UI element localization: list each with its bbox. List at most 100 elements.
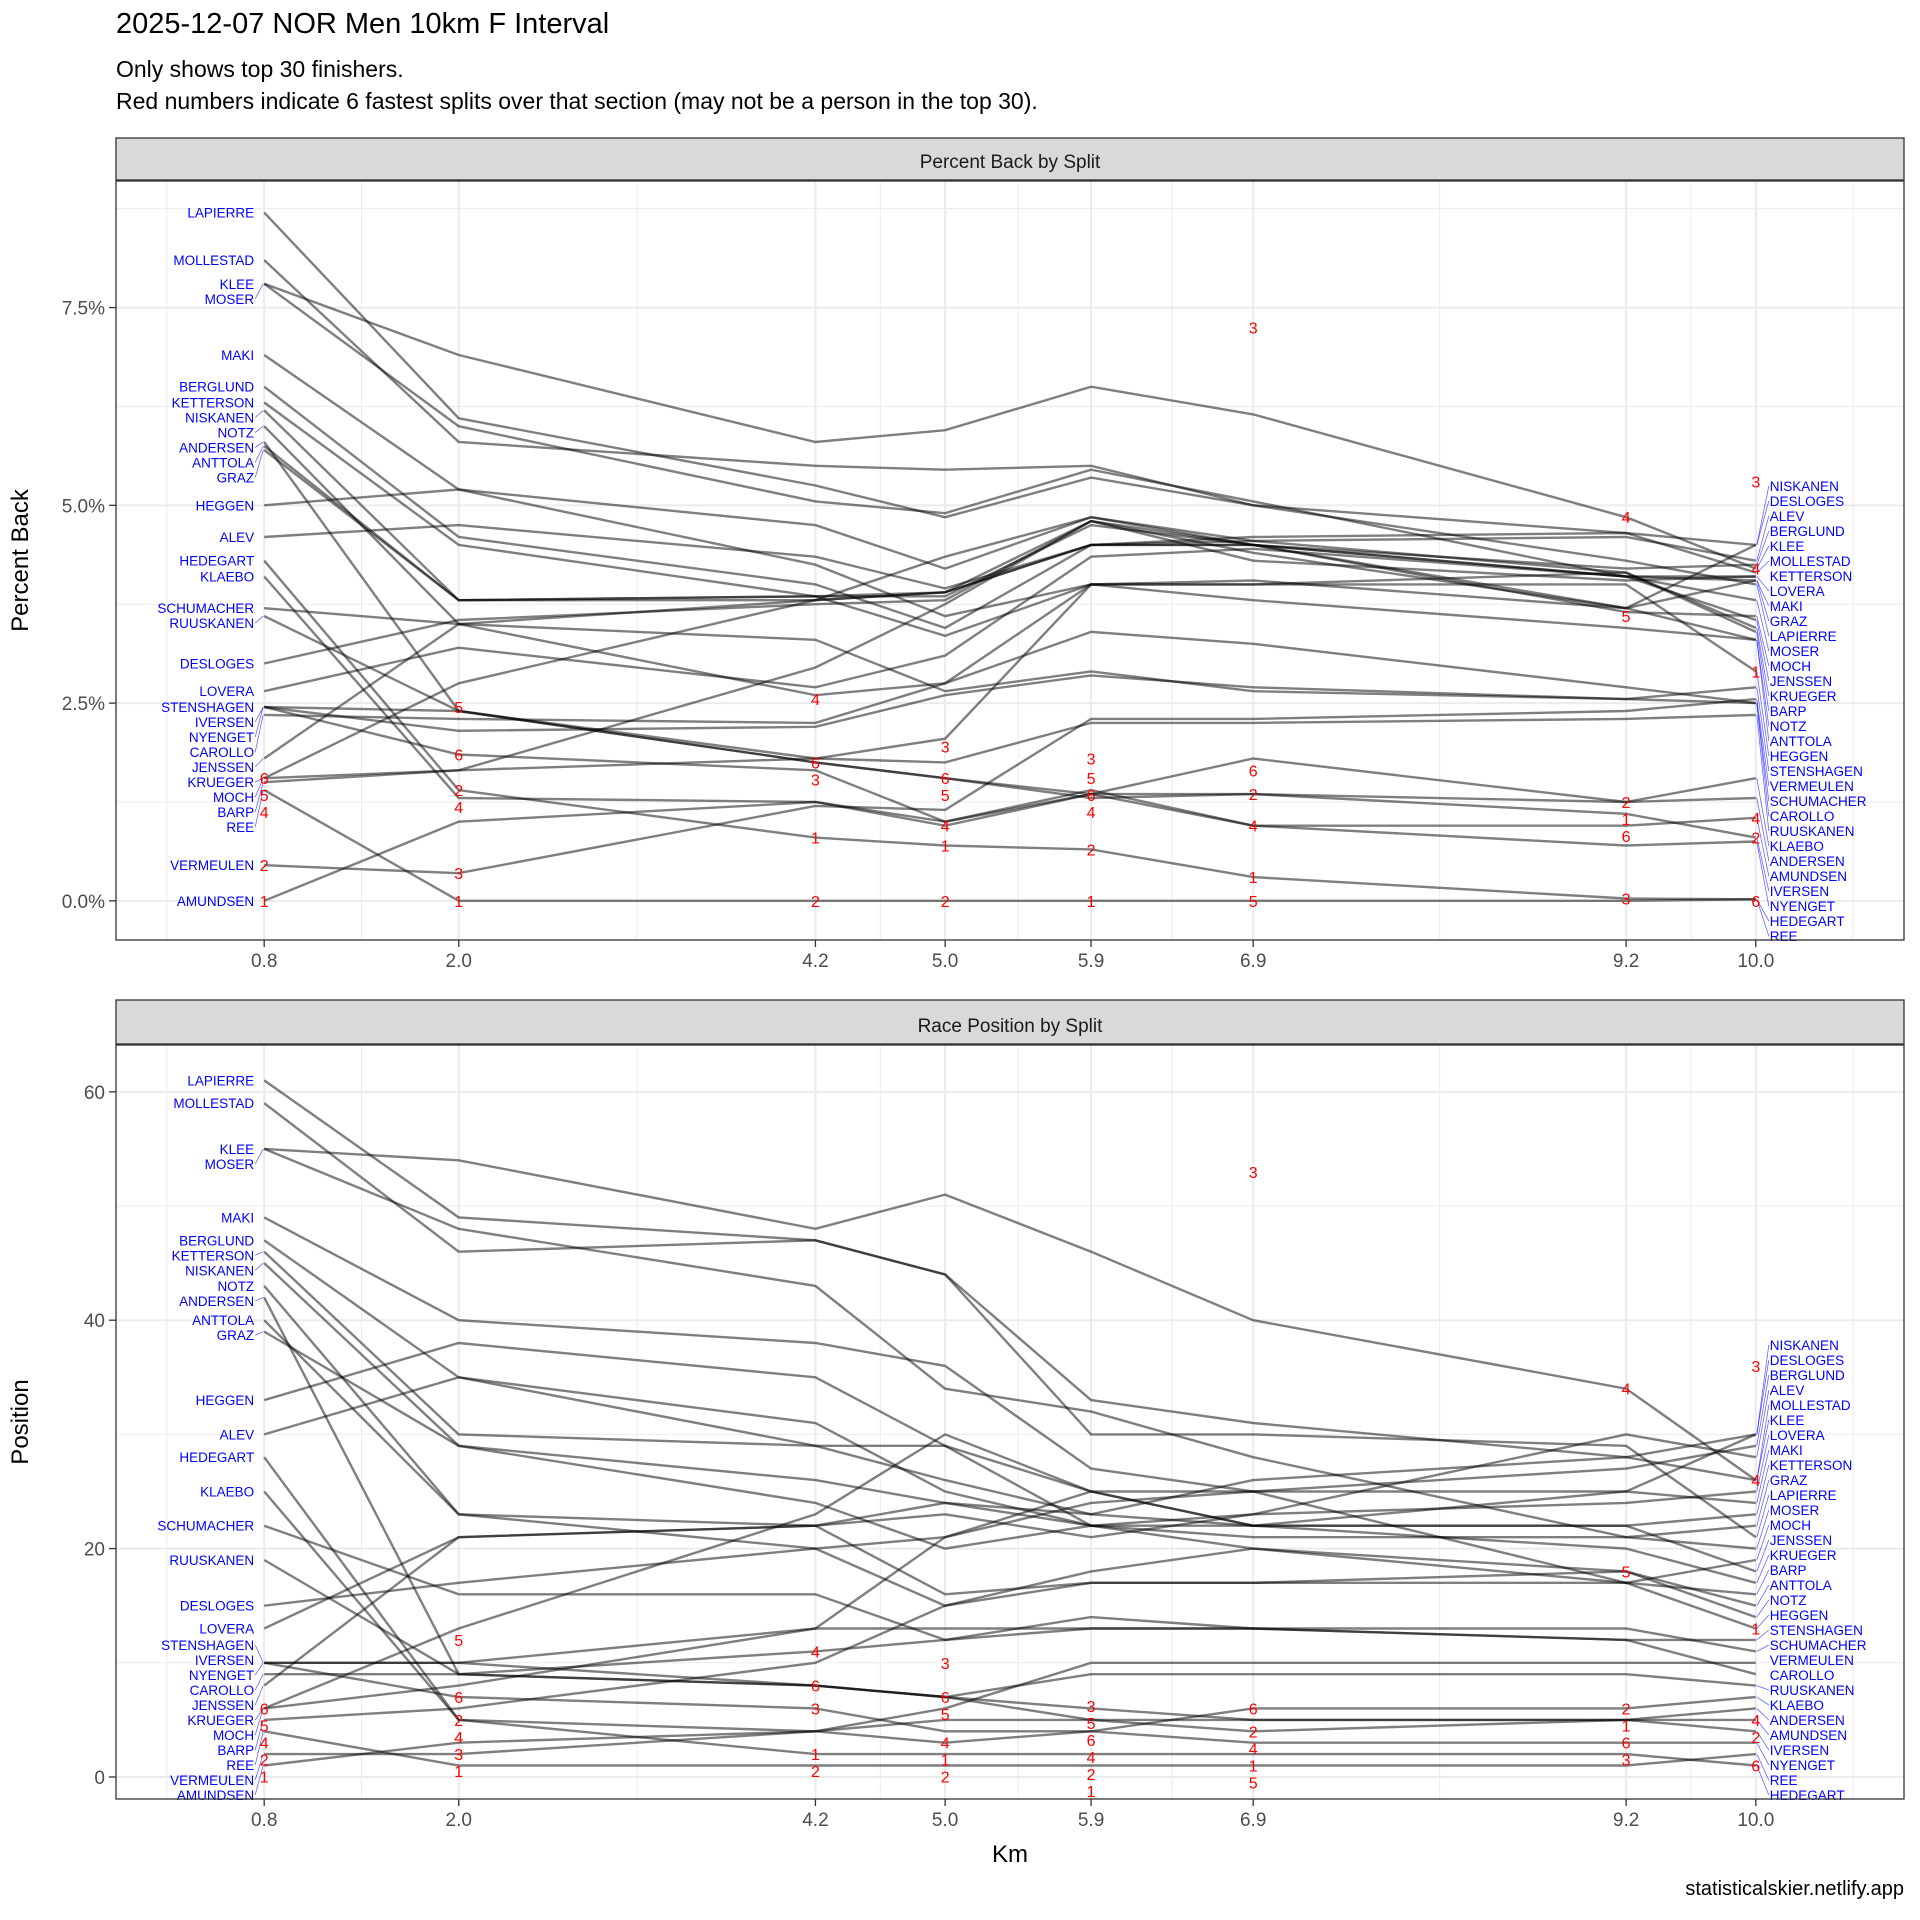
- panel-2-line-hedegart: [263, 1456, 1756, 1767]
- panel-2-end-label-leader: [1756, 1742, 1770, 1766]
- panel-2-end-label: HEGGEN: [1770, 1608, 1829, 1623]
- panel-2-end-label-leader: [1756, 1404, 1770, 1481]
- panel-2-split-rank-label: 3: [1622, 1752, 1631, 1769]
- panel-1-start-label: BARP: [217, 805, 254, 820]
- panel-1-split-rank-label: 4: [1087, 805, 1096, 822]
- panel-2-end-label-leader: [1756, 1524, 1770, 1561]
- panel-1-split-rank-label: 4: [454, 800, 463, 817]
- panel-2-start-label: ALEV: [220, 1427, 255, 1442]
- panel-1-end-label: ANDERSEN: [1770, 854, 1845, 869]
- panel-1-start-label: ANDERSEN: [179, 440, 254, 455]
- panel-2-end-label-leader: [1756, 1584, 1770, 1606]
- panel-1-end-label-leader: [1756, 837, 1770, 892]
- panel-2-start-label-leader: [255, 1251, 264, 1256]
- panel-2-end-label: RUUSKANEN: [1770, 1683, 1855, 1698]
- panel-2-start-label: AMUNDSEN: [177, 1788, 254, 1803]
- panel-2-end-label-leader: [1756, 1494, 1770, 1538]
- panel-1-end-label: MOLLESTAD: [1770, 554, 1851, 569]
- panel-1-start-label-leader: [254, 615, 264, 624]
- panel-2-end-label: LAPIERRE: [1770, 1488, 1837, 1503]
- panel-1-end-label-leader: [1756, 560, 1770, 573]
- panel-2-start-label: REE: [226, 1758, 254, 1773]
- panel-2-start-label: ANTTOLA: [192, 1313, 254, 1328]
- panel-1-end-label-leader: [1756, 703, 1770, 817]
- panel-1-end-label-leader: [1756, 580, 1770, 607]
- panel-2-line-klee: [264, 1147, 1757, 1482]
- panel-1-split-rank-label: 3: [1751, 475, 1760, 492]
- panel-1-split-rank-label: 1: [1622, 812, 1631, 829]
- panel-1-start-label: MOCH: [213, 790, 254, 805]
- panel-1-start-label: MAKI: [221, 348, 254, 363]
- panel-2-end-label: ANTTOLA: [1770, 1578, 1832, 1593]
- panel-1-y-tick-label: 7.5%: [62, 299, 105, 320]
- panel-2-end-label: DESLOGES: [1770, 1353, 1844, 1368]
- panel-1-line-vermeulen: [264, 697, 1756, 875]
- panel-2-start-label: HEGGEN: [196, 1393, 255, 1408]
- panel-1-split-rank-label: 1: [454, 894, 463, 911]
- panel-2-start-label-leader: [254, 1148, 264, 1165]
- panel-2-end-label: MOCH: [1770, 1518, 1811, 1533]
- panel-2-start-label: BERGLUND: [179, 1233, 254, 1248]
- chart-subtitle-line-2: Red numbers indicate 6 fastest splits ov…: [116, 88, 1038, 114]
- panel-2-split-rank-label: 1: [1751, 1622, 1760, 1639]
- panel-1-end-label-leader: [1756, 619, 1770, 682]
- panel-2-end-label-leader: [1756, 1389, 1770, 1458]
- panel-2-start-label-leader: [254, 1674, 264, 1691]
- panel-1-start-label: NYENGET: [189, 730, 254, 745]
- panel-2-end-label-leader: [1756, 1614, 1770, 1629]
- panel-1-end-label: LOVERA: [1770, 584, 1825, 599]
- panel-2-x-tick-label: 9.2: [1613, 1810, 1639, 1831]
- panel-2-split-rank-label: 6: [1751, 1759, 1760, 1776]
- panel-1-start-label: JENSSEN: [192, 760, 254, 775]
- panel-2-end-label-leader: [1756, 1509, 1770, 1549]
- panel-1-start-label-leader: [254, 706, 264, 738]
- panel-2-end-label-leader: [1756, 1464, 1770, 1515]
- panel-2-line-carollo: [264, 1627, 1757, 1676]
- panel-2-y-tick-label: 0: [94, 1768, 105, 1789]
- panel-1-split-rank-label: 2: [811, 894, 820, 911]
- panel-2-split-rank-label: 3: [941, 1656, 950, 1673]
- panel-2-start-label: HEDEGART: [179, 1450, 254, 1465]
- panel-2-end-label-leader: [1756, 1599, 1770, 1618]
- panel-2-split-rank-label: 3: [1087, 1699, 1096, 1716]
- panel-2-end-label: SCHUMACHER: [1770, 1638, 1867, 1653]
- panel-1-end-label: SCHUMACHER: [1770, 794, 1867, 809]
- panel-1-y-tick-label: 5.0%: [62, 496, 105, 517]
- panel-2-split-rank-label: 4: [1087, 1750, 1096, 1767]
- panel-1-split-rank-label: 5: [1622, 609, 1631, 626]
- panel-2-start-label-leader: [254, 1719, 264, 1751]
- panel-2-x-tick-label: 2.0: [446, 1810, 472, 1831]
- panel-1-strip-title: Percent Back by Split: [920, 152, 1101, 173]
- panel-1-split-rank-label: 2: [454, 783, 463, 800]
- panel-2-end-label: KLEE: [1770, 1413, 1805, 1428]
- panel-1-start-label-leader: [254, 283, 264, 300]
- panel-1-start-label: ALEV: [220, 530, 255, 545]
- panel-2-line-alev: [263, 1376, 1757, 1527]
- panel-1-split-rank-label: 4: [1751, 562, 1760, 579]
- panel-2-end-label: KETTERSON: [1770, 1458, 1853, 1473]
- panel-2-start-label: IVERSEN: [195, 1653, 254, 1668]
- panel-1-end-label-leader: [1756, 899, 1770, 922]
- panel-2-end-label: LOVERA: [1770, 1428, 1825, 1443]
- panel-1-line-nyenget: [263, 705, 1756, 847]
- panel-1-end-label-leader: [1756, 778, 1770, 847]
- panel-1-end-label-leader: [1756, 841, 1770, 907]
- panel-1-end-label: KLAEBO: [1770, 839, 1824, 854]
- panel-1-split-rank-label: 2: [260, 858, 269, 875]
- panel-2-split-rank-label: 5: [1249, 1775, 1258, 1792]
- panel-1-line-carollo: [264, 630, 1756, 725]
- panel-1-start-label: RUUSKANEN: [169, 616, 254, 631]
- panel-2-end-label-leader: [1756, 1685, 1769, 1691]
- panel-1-start-label: NISKANEN: [185, 410, 254, 425]
- panel-1-split-rank-label: 1: [1751, 664, 1760, 681]
- panel-2-end-label: CAROLLO: [1770, 1668, 1835, 1683]
- panel-1-split-rank-label: 6: [1751, 894, 1760, 911]
- panel-1-end-label-leader: [1756, 615, 1770, 667]
- panel-2-start-label: GRAZ: [217, 1328, 255, 1343]
- panel-1-start-label: NOTZ: [217, 425, 254, 440]
- panel-1-line-klaebo: [263, 575, 1757, 827]
- panel-1-split-rank-label: 3: [1622, 891, 1631, 908]
- panel-2-line-barp: [264, 1581, 1756, 1722]
- panel-2-x-tick-label: 4.2: [802, 1810, 828, 1831]
- panel-2-start-label-leader: [255, 1296, 264, 1302]
